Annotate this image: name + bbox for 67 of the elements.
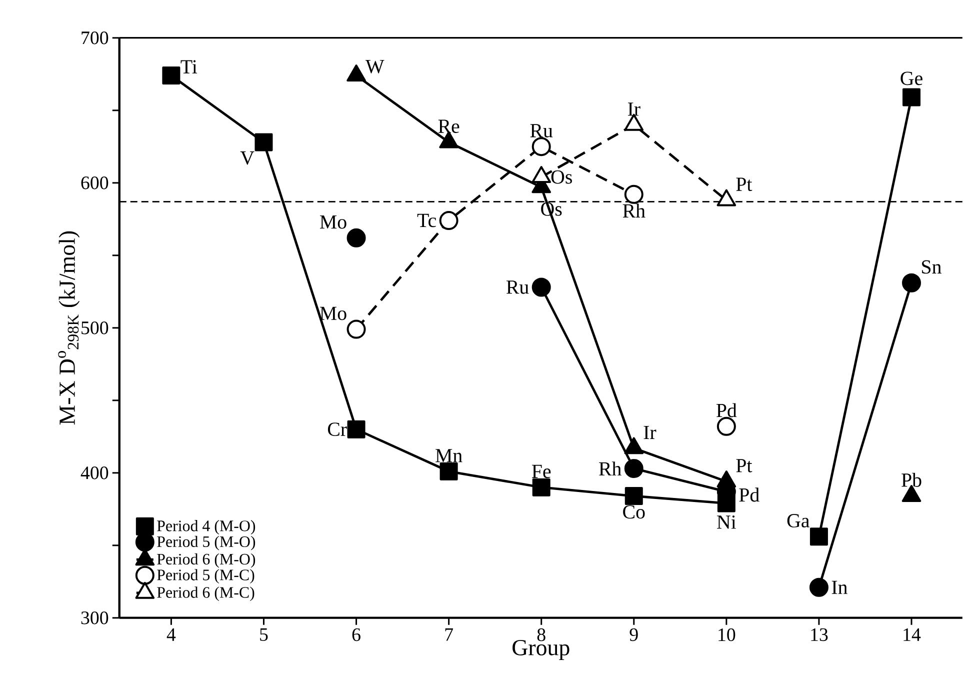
annotation: Mo	[320, 306, 346, 320]
y-axis-title: M-X D$^{o}$$_{298K}$ (kJ/mol)	[58, 231, 80, 425]
legend-label: Period 4 (M-O)	[157, 520, 256, 535]
point	[532, 278, 551, 297]
point	[347, 420, 366, 438]
annotation: Rh	[599, 462, 622, 476]
x-tick-label: 7	[445, 628, 453, 641]
point	[624, 487, 643, 506]
point	[624, 458, 644, 478]
annotation: Fe	[532, 464, 551, 478]
annotation: Ga	[787, 514, 810, 528]
x-tick-label: 4	[166, 628, 176, 641]
annotation: In	[832, 580, 848, 594]
point	[346, 228, 366, 248]
point	[440, 462, 458, 480]
annotation: Pb	[902, 472, 922, 487]
point	[439, 211, 458, 230]
x-tick-label: 5	[260, 628, 268, 641]
annotation: Os	[551, 170, 572, 184]
x-tick-label: 6	[352, 628, 360, 642]
x-tick-label: 10	[718, 628, 736, 642]
point	[902, 273, 921, 292]
annotation: Ni	[717, 515, 736, 529]
annotation: Mn	[436, 449, 462, 462]
point	[532, 478, 550, 496]
annotation: Pd	[739, 488, 760, 502]
annotation: W	[365, 60, 384, 74]
legend-label: Period 5 (M-O)	[157, 536, 256, 550]
point	[902, 88, 920, 106]
x-tick-label: 14	[904, 628, 921, 641]
legend-label: Period 6 (M-C)	[157, 586, 254, 602]
y-tick-label: 500	[82, 321, 108, 334]
annotation: Ru	[530, 124, 553, 138]
annotation: Pd	[716, 403, 737, 418]
annotation: V	[240, 151, 254, 165]
point	[624, 184, 644, 204]
annotation: Cr	[328, 422, 347, 436]
annotation: Tc	[417, 214, 436, 228]
annotation: Sn	[922, 260, 942, 274]
legend-label: Period 6 (M-O)	[157, 553, 256, 568]
annotation: Pt	[736, 178, 752, 192]
y-tick-label: 600	[81, 176, 108, 190]
point	[532, 137, 551, 156]
annotation: Ru	[506, 280, 529, 294]
annotation: Re	[438, 120, 460, 134]
annotation: Ir	[628, 102, 640, 116]
annotation: Ge	[900, 72, 922, 86]
point	[716, 416, 736, 436]
point	[809, 578, 828, 597]
annotation: Co	[623, 505, 645, 519]
annotation: Ti	[180, 60, 198, 74]
point	[254, 133, 273, 152]
y-tick-label: 700	[82, 31, 108, 44]
annotation: Ir	[644, 426, 656, 439]
point	[810, 528, 828, 546]
x-axis-title: Group	[512, 640, 570, 660]
annotation: Rh	[622, 204, 646, 218]
y-tick-label: 300	[81, 611, 108, 624]
y-tick-label: 400	[80, 466, 108, 480]
x-tick-label: 9	[630, 628, 638, 642]
point	[346, 320, 366, 339]
x-tick-label: 13	[811, 628, 828, 642]
legend-label: Period 5 (M-C)	[157, 569, 254, 584]
x-tick-label: 8	[537, 628, 546, 642]
point	[162, 66, 180, 85]
annotation: Pt	[736, 459, 752, 472]
annotation: Mo	[320, 215, 346, 229]
